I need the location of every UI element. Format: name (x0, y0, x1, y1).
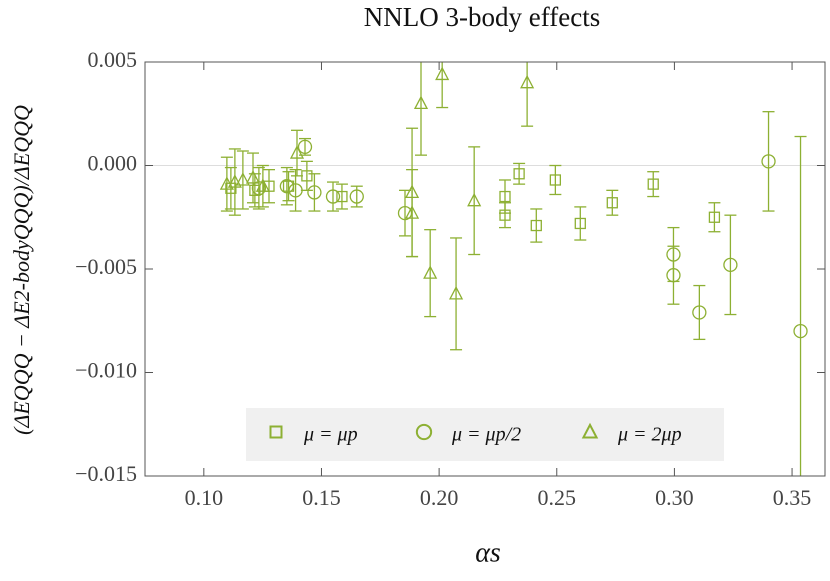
marker (297, 139, 313, 155)
error-bar (289, 168, 302, 212)
error-bar (256, 164, 269, 208)
marker (723, 257, 738, 273)
x-tick-label: 0.15 (302, 485, 341, 510)
marker (692, 305, 707, 320)
marker (235, 172, 250, 186)
marker (249, 184, 261, 196)
error-bar (236, 150, 249, 210)
legend-label: μ = 2μp (617, 424, 682, 446)
legend-label: μ = μp (303, 424, 358, 446)
marker (435, 66, 450, 81)
error-bar (399, 189, 411, 237)
marker (666, 247, 681, 262)
error-bar (606, 189, 619, 216)
legend-box (246, 408, 724, 461)
marker (499, 190, 511, 203)
legend: μ = μp μ = μp/2 μ = 2μp (246, 408, 724, 461)
marker (307, 185, 322, 200)
error-bar (647, 171, 660, 198)
error-bar (247, 152, 259, 204)
error-bar (291, 129, 303, 177)
marker (606, 197, 618, 209)
error-bar (667, 226, 680, 283)
error-bar (794, 135, 807, 476)
y-tick-label: 0.000 (88, 151, 138, 176)
marker (793, 323, 808, 339)
legend-marker (269, 425, 283, 439)
marker (404, 205, 420, 219)
error-bar (300, 160, 313, 191)
y-tick-label: 0.005 (88, 47, 138, 72)
marker (549, 174, 562, 186)
error-bar (530, 208, 543, 243)
x-tick-label: 0.10 (185, 485, 224, 510)
marker (227, 174, 242, 188)
error-bar (574, 206, 587, 241)
error-bar (335, 183, 348, 210)
x-tick-label: 0.35 (773, 485, 812, 510)
x-tick-label: 0.25 (538, 485, 577, 510)
marker (279, 179, 295, 194)
error-bar (280, 166, 293, 206)
marker (574, 217, 586, 230)
error-bar (521, 62, 534, 127)
error-bar (708, 202, 721, 233)
marker (325, 189, 341, 204)
error-bar (220, 156, 233, 212)
error-bar (406, 168, 419, 258)
error-bar (327, 181, 339, 212)
error-bar (424, 229, 437, 318)
marker (513, 168, 525, 180)
error-bar (513, 162, 526, 185)
marker (349, 189, 364, 204)
x-axis-label: αs (475, 537, 501, 568)
marker (448, 285, 464, 300)
marker (413, 95, 429, 110)
marker (255, 178, 270, 192)
marker (423, 265, 438, 279)
error-bar (499, 179, 511, 214)
marker (761, 154, 776, 169)
error-bar (350, 185, 363, 208)
plot-area (219, 62, 808, 476)
y-tick-label: −0.015 (75, 461, 137, 486)
marker (336, 190, 348, 203)
marker (530, 219, 542, 232)
error-bar (468, 146, 481, 256)
error-bar (263, 168, 275, 204)
error-bar (693, 284, 706, 341)
axes: 0.10 0.15 0.20 0.25 0.30 0.35 0.005 0.000 −0.005… (75, 47, 825, 510)
marker (647, 178, 659, 190)
marker (219, 176, 234, 190)
legend-marker (581, 422, 599, 439)
error-bar (762, 111, 775, 212)
legend-label: μ = μp/2 (451, 424, 521, 446)
y-tick-label: −0.010 (75, 358, 137, 383)
chart-title: NNLO 3-body effects (364, 2, 600, 32)
error-bar (724, 214, 737, 316)
x-tick-label: 0.20 (420, 485, 459, 510)
marker (520, 74, 535, 89)
error-bar (282, 171, 295, 202)
marker (289, 145, 305, 159)
error-bar (436, 62, 449, 109)
y-tick-label: −0.005 (75, 254, 137, 279)
marker (245, 170, 261, 184)
legend-marker (415, 423, 433, 441)
error-bar (450, 237, 463, 351)
error-bar (228, 148, 241, 216)
x-tick-label: 0.30 (655, 485, 694, 510)
error-bar (415, 62, 427, 156)
y-axis-label: (ΔEQQQ − ΔE2-bodyQQQ)/ΔEQQQ (9, 105, 34, 435)
marker (467, 192, 482, 207)
error-bar (308, 173, 321, 212)
marker (708, 211, 721, 223)
marker (288, 183, 303, 198)
error-bar (549, 164, 562, 196)
